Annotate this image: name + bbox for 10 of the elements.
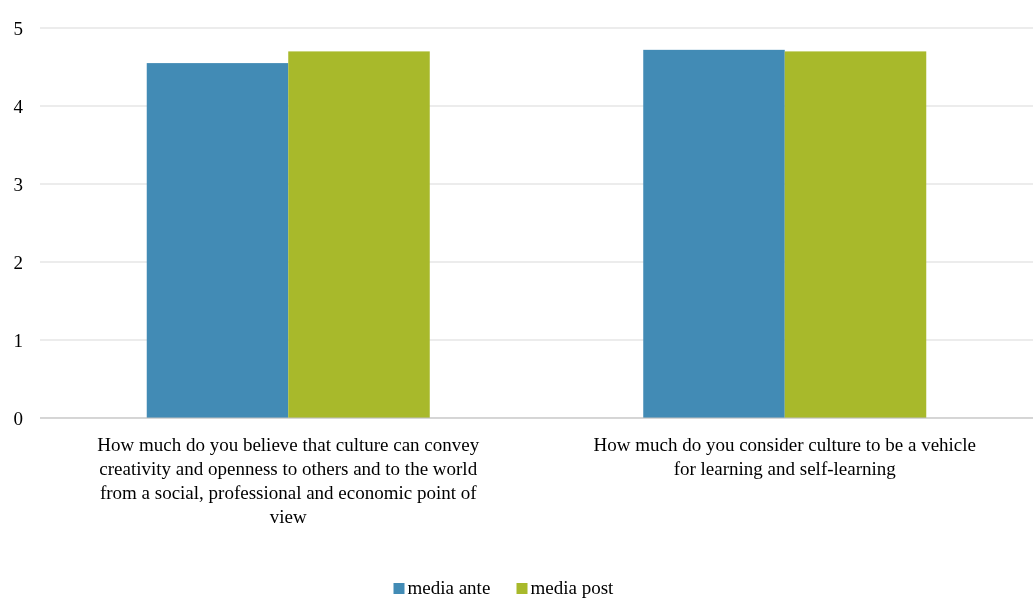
x-tick-label: How much do you consider culture to be a vehicle for learning and self-learning (593, 434, 977, 479)
y-tick-label: 3 (13, 173, 23, 195)
x-tick-label: How much do you believe that culture can convey creativity and openness to others and to the world from a social, professional and economic point of view (97, 434, 480, 527)
y-tick-label: 2 (13, 251, 23, 273)
y-tick-label: 4 (13, 95, 24, 117)
legend-label: media post (530, 577, 615, 598)
y-tick-label: 0 (13, 407, 23, 429)
y-tick-label: 5 (13, 17, 23, 39)
legend-label: media ante (407, 577, 491, 598)
y-tick-label: 1 (13, 329, 23, 351)
